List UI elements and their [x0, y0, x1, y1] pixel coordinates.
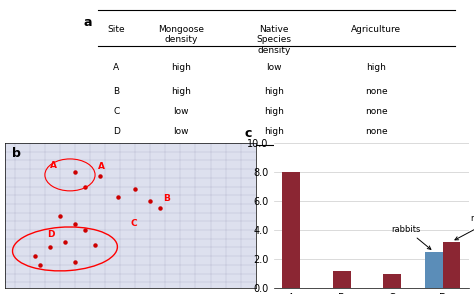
- Text: D: D: [113, 127, 119, 136]
- Text: low: low: [173, 107, 189, 116]
- Text: Native
Species
density: Native Species density: [256, 25, 292, 55]
- Text: B: B: [163, 194, 170, 203]
- Text: high: high: [171, 87, 191, 96]
- Text: high: high: [171, 63, 191, 72]
- Text: none: none: [365, 127, 388, 136]
- Text: Site: Site: [108, 25, 125, 34]
- Bar: [443, 242, 460, 288]
- Text: b: b: [12, 147, 21, 160]
- Text: high: high: [264, 87, 284, 96]
- Text: none: none: [365, 87, 388, 96]
- Text: a: a: [84, 16, 92, 29]
- Bar: [333, 271, 351, 288]
- Text: A: A: [50, 161, 57, 170]
- Text: high: high: [264, 127, 284, 136]
- Text: A: A: [113, 63, 119, 72]
- Text: c: c: [244, 127, 252, 140]
- Text: Agriculture: Agriculture: [351, 25, 401, 34]
- Text: mongooses: mongooses: [455, 214, 474, 240]
- Text: B: B: [113, 87, 119, 96]
- Bar: [283, 172, 300, 288]
- Text: low: low: [173, 127, 189, 136]
- Text: C: C: [113, 107, 119, 116]
- Bar: [425, 252, 443, 288]
- Text: A: A: [98, 162, 105, 171]
- Text: D: D: [47, 230, 55, 239]
- Text: Mongoose
density: Mongoose density: [158, 25, 204, 44]
- Text: rabbits: rabbits: [392, 225, 431, 249]
- Text: high: high: [366, 63, 386, 72]
- Text: high: high: [264, 107, 284, 116]
- Text: low: low: [266, 63, 282, 72]
- Bar: [383, 274, 401, 288]
- Text: none: none: [365, 107, 388, 116]
- Text: C: C: [130, 219, 137, 228]
